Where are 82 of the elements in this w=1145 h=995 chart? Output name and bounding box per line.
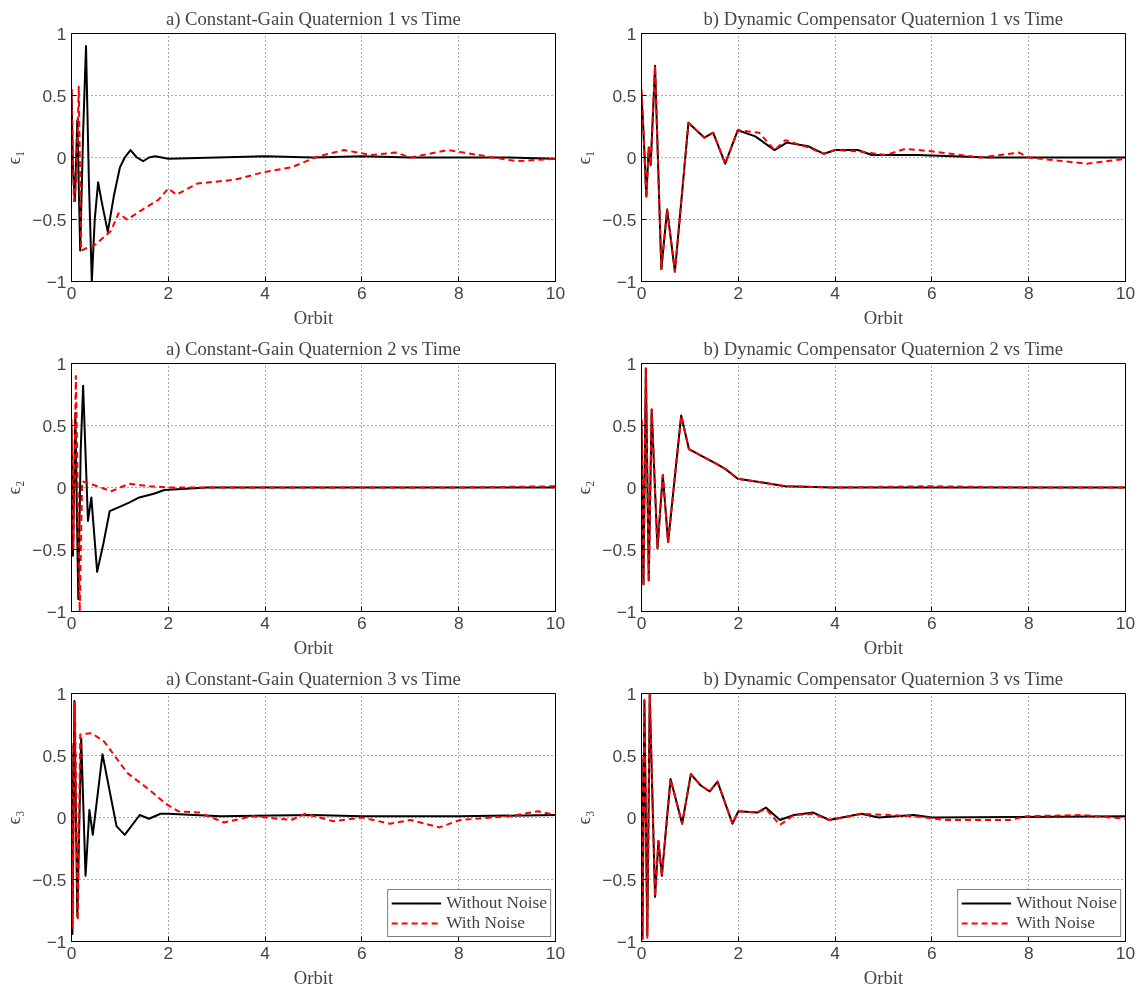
x-tick-label: 4 [260, 942, 271, 963]
y-tick-label: −1 [46, 931, 67, 952]
y-tick-label: 0.5 [42, 415, 67, 436]
y-tick-label: 0 [626, 807, 637, 828]
x-tick-label: 2 [163, 282, 174, 303]
x-tick-label: 2 [733, 942, 744, 963]
x-axis-title: Orbit [293, 636, 335, 658]
y-tick-label: −1 [616, 601, 637, 622]
x-axis-title: Orbit [863, 306, 905, 328]
y-tick-label: −0.5 [32, 869, 67, 890]
x-tick-label: 4 [830, 612, 841, 633]
x-axis-title: Orbit [863, 636, 905, 658]
x-tick-label: 8 [1023, 942, 1034, 963]
y-tick-label: 1 [56, 353, 67, 374]
y-tick-label: 1 [626, 353, 637, 374]
x-tick-label: 6 [357, 612, 367, 633]
y-axis-title: ϵ₃ [573, 810, 595, 825]
y-tick-label: −1 [46, 271, 67, 292]
legend-label: Without Noise [446, 893, 547, 913]
y-tick-label: 1 [56, 23, 67, 44]
x-tick-label: 2 [733, 282, 744, 303]
x-tick-label: 10 [545, 942, 566, 963]
x-tick-label: 6 [927, 282, 937, 303]
chart-title: a) Constant-Gain Quaternion 1 vs Time [165, 7, 461, 30]
y-axis-title: ϵ₁ [3, 150, 25, 165]
y-tick-label: 1 [56, 683, 67, 704]
x-tick-label: 8 [1023, 282, 1034, 303]
y-tick-label: −0.5 [32, 539, 67, 560]
y-tick-label: −0.5 [602, 209, 637, 230]
y-tick-label: 0 [56, 147, 67, 168]
x-tick-label: 4 [260, 282, 271, 303]
y-tick-label: 0.5 [612, 85, 637, 106]
y-tick-label: 0 [56, 807, 67, 828]
chart-title: a) Constant-Gain Quaternion 3 vs Time [165, 667, 461, 690]
y-axis-title: ϵ₂ [573, 480, 595, 495]
x-tick-label: 6 [927, 942, 937, 963]
x-tick-label: 8 [1023, 612, 1034, 633]
x-axis-title: Orbit [293, 966, 335, 988]
y-tick-label: 0.5 [42, 745, 67, 766]
chart-title: b) Dynamic Compensator Quaternion 2 vs Time [703, 337, 1064, 360]
y-tick-label: −1 [616, 271, 637, 292]
x-tick-label: 6 [927, 612, 937, 633]
x-tick-label: 8 [453, 282, 464, 303]
x-tick-label: 4 [260, 612, 271, 633]
x-tick-label: 10 [545, 612, 566, 633]
y-axis-title: ϵ₁ [573, 150, 595, 165]
x-tick-label: 10 [1115, 942, 1136, 963]
y-tick-label: −1 [46, 601, 67, 622]
y-tick-label: −0.5 [602, 869, 637, 890]
chart-title: a) Constant-Gain Quaternion 2 vs Time [165, 337, 461, 360]
x-tick-label: 8 [453, 612, 464, 633]
x-tick-label: 4 [830, 282, 841, 303]
legend-label: With Noise [1016, 913, 1095, 933]
x-tick-label: 4 [830, 942, 841, 963]
x-axis-title: Orbit [863, 966, 905, 988]
chart-title: b) Dynamic Compensator Quaternion 3 vs Time [703, 667, 1064, 690]
y-tick-label: 0.5 [612, 745, 637, 766]
x-tick-label: 6 [357, 942, 367, 963]
legend-label: With Noise [446, 913, 525, 933]
x-tick-label: 10 [1115, 282, 1136, 303]
y-tick-label: 1 [626, 683, 637, 704]
x-tick-label: 10 [1115, 612, 1136, 633]
y-axis-title: ϵ₂ [3, 480, 25, 495]
x-tick-label: 8 [453, 942, 464, 963]
x-tick-label: 10 [545, 282, 566, 303]
y-tick-label: −0.5 [32, 209, 67, 230]
y-tick-label: 0.5 [42, 85, 67, 106]
y-tick-label: 0 [626, 147, 637, 168]
x-axis-title: Orbit [293, 306, 335, 328]
chart-title: b) Dynamic Compensator Quaternion 1 vs Time [703, 7, 1064, 30]
x-tick-label: 2 [733, 612, 744, 633]
x-tick-label: 2 [163, 612, 174, 633]
y-axis-title: ϵ₃ [3, 810, 25, 825]
y-tick-label: 0.5 [612, 415, 637, 436]
x-tick-label: 2 [163, 942, 174, 963]
y-tick-label: −1 [616, 931, 637, 952]
y-tick-label: 0 [626, 477, 637, 498]
legend-label: Without Noise [1016, 893, 1117, 913]
y-tick-label: −0.5 [602, 539, 637, 560]
x-tick-label: 6 [357, 282, 367, 303]
y-tick-label: 0 [56, 477, 67, 498]
y-tick-label: 1 [626, 23, 637, 44]
